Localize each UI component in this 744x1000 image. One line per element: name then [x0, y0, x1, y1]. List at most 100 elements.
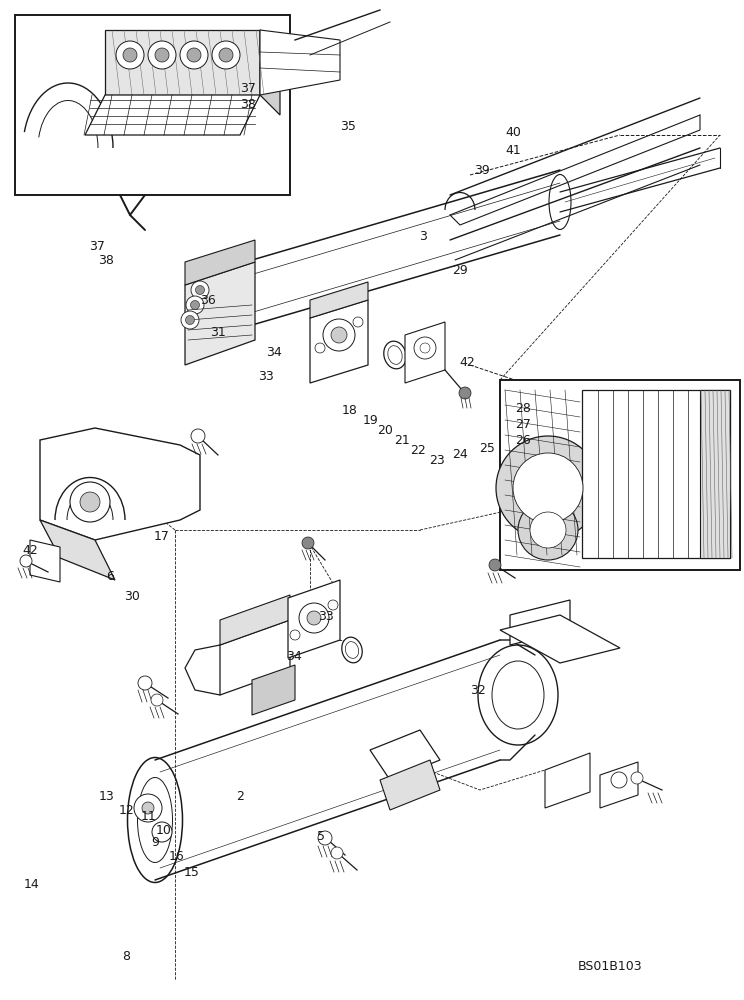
- Circle shape: [212, 41, 240, 69]
- Text: 37: 37: [240, 83, 256, 96]
- Polygon shape: [185, 262, 255, 365]
- Text: 33: 33: [258, 369, 275, 382]
- Circle shape: [331, 847, 343, 859]
- Text: 25: 25: [479, 442, 496, 454]
- Circle shape: [151, 694, 163, 706]
- Text: 27: 27: [515, 418, 531, 432]
- Circle shape: [219, 48, 233, 62]
- Polygon shape: [545, 753, 590, 808]
- Text: 18: 18: [341, 403, 358, 416]
- Text: 39: 39: [474, 163, 490, 176]
- Text: 30: 30: [124, 589, 141, 602]
- Polygon shape: [288, 580, 340, 658]
- Polygon shape: [700, 390, 730, 558]
- Text: 34: 34: [286, 650, 302, 662]
- Text: 36: 36: [200, 294, 217, 308]
- Circle shape: [116, 41, 144, 69]
- Circle shape: [80, 492, 100, 512]
- Polygon shape: [510, 600, 570, 645]
- Polygon shape: [582, 390, 730, 558]
- Circle shape: [420, 343, 430, 353]
- Text: 42: 42: [22, 544, 38, 558]
- Polygon shape: [260, 30, 280, 115]
- Text: 10: 10: [155, 824, 172, 836]
- Text: 38: 38: [240, 98, 256, 110]
- Polygon shape: [40, 428, 200, 540]
- Circle shape: [496, 436, 600, 540]
- Text: 5: 5: [318, 830, 325, 844]
- Circle shape: [191, 281, 209, 299]
- Text: 24: 24: [452, 448, 468, 462]
- Text: 22: 22: [410, 444, 426, 456]
- Text: 26: 26: [515, 434, 531, 446]
- Circle shape: [414, 337, 436, 359]
- Circle shape: [489, 559, 501, 571]
- Text: 29: 29: [452, 263, 468, 276]
- Text: 21: 21: [394, 434, 410, 446]
- Polygon shape: [310, 300, 368, 383]
- Circle shape: [196, 286, 205, 294]
- Text: 20: 20: [377, 424, 394, 436]
- Circle shape: [138, 676, 152, 690]
- Text: 34: 34: [266, 347, 282, 360]
- Text: 15: 15: [184, 866, 200, 880]
- Text: 6: 6: [106, 570, 114, 584]
- Text: 11: 11: [141, 810, 157, 824]
- Bar: [500, 380, 740, 570]
- Polygon shape: [185, 240, 255, 285]
- Circle shape: [20, 555, 32, 567]
- Text: 17: 17: [153, 530, 170, 544]
- Text: 32: 32: [470, 684, 487, 696]
- Circle shape: [155, 48, 169, 62]
- Circle shape: [187, 48, 201, 62]
- Circle shape: [180, 41, 208, 69]
- Polygon shape: [370, 730, 440, 780]
- Polygon shape: [380, 760, 440, 810]
- Circle shape: [518, 500, 578, 560]
- Text: 23: 23: [429, 454, 446, 466]
- Circle shape: [307, 611, 321, 625]
- Text: 16: 16: [168, 850, 185, 863]
- Circle shape: [513, 453, 583, 523]
- Polygon shape: [30, 540, 60, 582]
- Text: 35: 35: [340, 120, 356, 133]
- Circle shape: [190, 300, 199, 310]
- Polygon shape: [220, 620, 290, 695]
- Polygon shape: [310, 282, 368, 318]
- Polygon shape: [600, 762, 638, 808]
- Text: 31: 31: [210, 326, 226, 340]
- Circle shape: [530, 512, 566, 548]
- Polygon shape: [500, 615, 620, 663]
- Text: 9: 9: [151, 836, 158, 850]
- Text: 42: 42: [459, 356, 475, 368]
- Circle shape: [299, 603, 329, 633]
- Text: 2: 2: [237, 790, 244, 804]
- Ellipse shape: [341, 637, 362, 663]
- Text: 8: 8: [123, 950, 130, 962]
- Text: 14: 14: [23, 878, 39, 890]
- Circle shape: [611, 772, 627, 788]
- Circle shape: [331, 327, 347, 343]
- Circle shape: [318, 831, 332, 845]
- Circle shape: [134, 794, 162, 822]
- Text: 28: 28: [515, 401, 531, 414]
- Circle shape: [181, 311, 199, 329]
- Polygon shape: [105, 30, 260, 95]
- Circle shape: [353, 317, 363, 327]
- Circle shape: [631, 772, 643, 784]
- Text: 41: 41: [505, 143, 522, 156]
- Circle shape: [328, 600, 338, 610]
- Polygon shape: [85, 95, 260, 135]
- Circle shape: [290, 630, 300, 640]
- Circle shape: [152, 822, 172, 842]
- Ellipse shape: [384, 341, 406, 369]
- Circle shape: [185, 316, 194, 324]
- Circle shape: [186, 296, 204, 314]
- Circle shape: [123, 48, 137, 62]
- Polygon shape: [260, 30, 340, 95]
- Circle shape: [70, 482, 110, 522]
- Text: 3: 3: [419, 231, 426, 243]
- Text: 37: 37: [89, 240, 105, 253]
- Circle shape: [459, 387, 471, 399]
- Circle shape: [191, 429, 205, 443]
